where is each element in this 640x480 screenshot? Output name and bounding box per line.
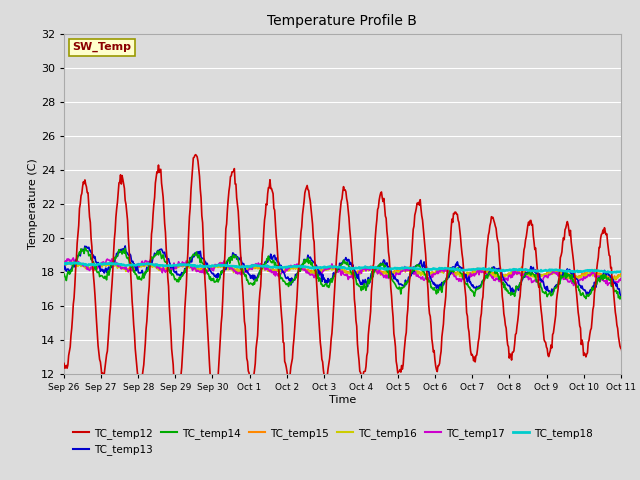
Title: Temperature Profile B: Temperature Profile B xyxy=(268,14,417,28)
X-axis label: Time: Time xyxy=(329,395,356,405)
Legend: TC_temp12, TC_temp13, TC_temp14, TC_temp15, TC_temp16, TC_temp17, TC_temp18: TC_temp12, TC_temp13, TC_temp14, TC_temp… xyxy=(69,424,596,459)
Text: SW_Temp: SW_Temp xyxy=(72,42,131,52)
Y-axis label: Temperature (C): Temperature (C) xyxy=(28,158,38,250)
